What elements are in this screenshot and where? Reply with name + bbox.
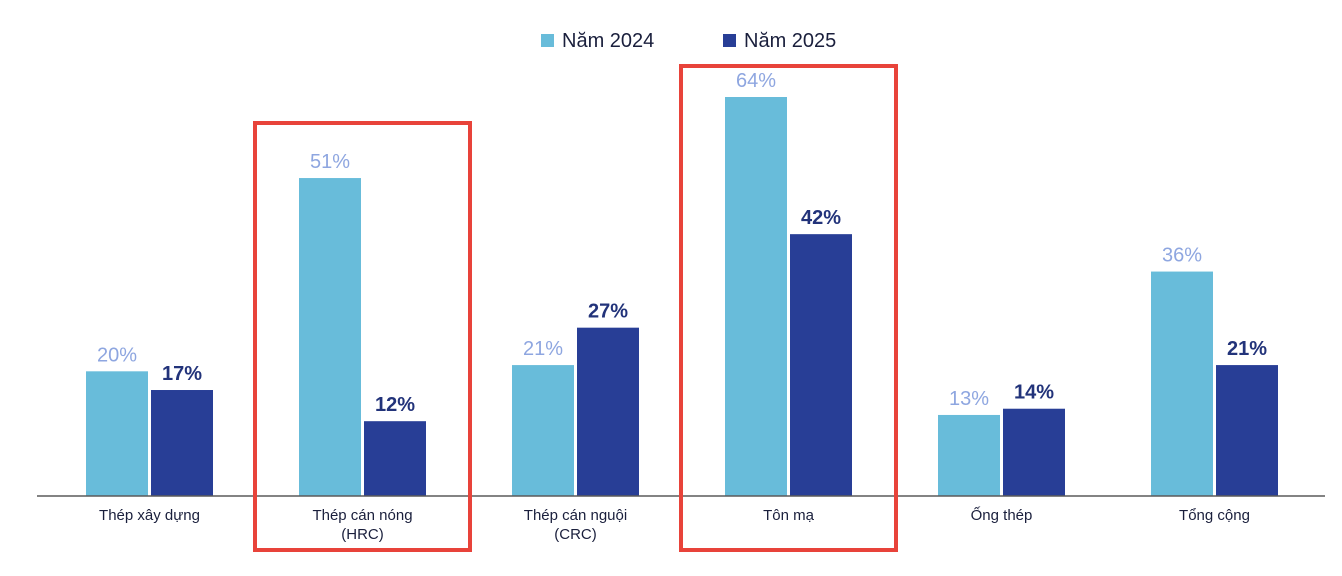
data-label: 51% bbox=[310, 151, 350, 173]
bars bbox=[86, 97, 1278, 496]
category-label: Tổng cộng bbox=[1179, 507, 1250, 524]
data-label: 64% bbox=[736, 70, 776, 92]
category-label: Tôn mạ bbox=[763, 507, 815, 524]
category-label: Ống thép bbox=[971, 506, 1033, 524]
highlight-box bbox=[679, 64, 898, 552]
bar bbox=[299, 178, 361, 496]
legend-label: Năm 2025 bbox=[744, 30, 836, 52]
bar bbox=[364, 421, 426, 496]
category-label: Thép cán nguội (CRC) bbox=[524, 507, 627, 543]
data-label: 12% bbox=[375, 394, 415, 416]
bar bbox=[577, 327, 639, 496]
bar bbox=[938, 414, 1000, 496]
legend-swatch bbox=[541, 34, 554, 47]
category-label: Thép xây dựng bbox=[99, 507, 200, 524]
data-label: 27% bbox=[588, 301, 628, 323]
bar bbox=[1216, 365, 1278, 496]
bar bbox=[151, 390, 213, 496]
legend-swatch bbox=[723, 34, 736, 47]
category-labels: Thép xây dựng Thép cán nóng (HRC) Thép cán … bbox=[99, 506, 1250, 543]
legend: Năm 2024 Năm 2025 bbox=[541, 30, 836, 52]
highlight-box bbox=[253, 121, 472, 552]
data-label: 21% bbox=[523, 338, 563, 360]
bar bbox=[790, 234, 852, 496]
value-labels: 20% 17% 51% 12% 21% 27% 64% 42% 13% 14% 36% 21% bbox=[97, 70, 1267, 416]
data-label: 21% bbox=[1227, 338, 1267, 360]
data-label: 42% bbox=[801, 207, 841, 229]
bar bbox=[86, 371, 148, 496]
data-label: 14% bbox=[1014, 382, 1054, 404]
highlight-boxes bbox=[253, 64, 898, 552]
data-label: 17% bbox=[162, 363, 202, 385]
legend-label: Năm 2024 bbox=[562, 30, 654, 52]
bar bbox=[1003, 408, 1065, 496]
data-label: 13% bbox=[949, 388, 989, 410]
bar bbox=[725, 97, 787, 496]
data-label: 36% bbox=[1162, 245, 1202, 267]
bar bbox=[1151, 271, 1213, 496]
bar bbox=[512, 365, 574, 496]
data-label: 20% bbox=[97, 344, 137, 366]
category-label: Thép cán nóng (HRC) bbox=[312, 507, 412, 543]
legend-item: Năm 2025 bbox=[723, 30, 836, 52]
legend-item: Năm 2024 bbox=[541, 30, 654, 52]
